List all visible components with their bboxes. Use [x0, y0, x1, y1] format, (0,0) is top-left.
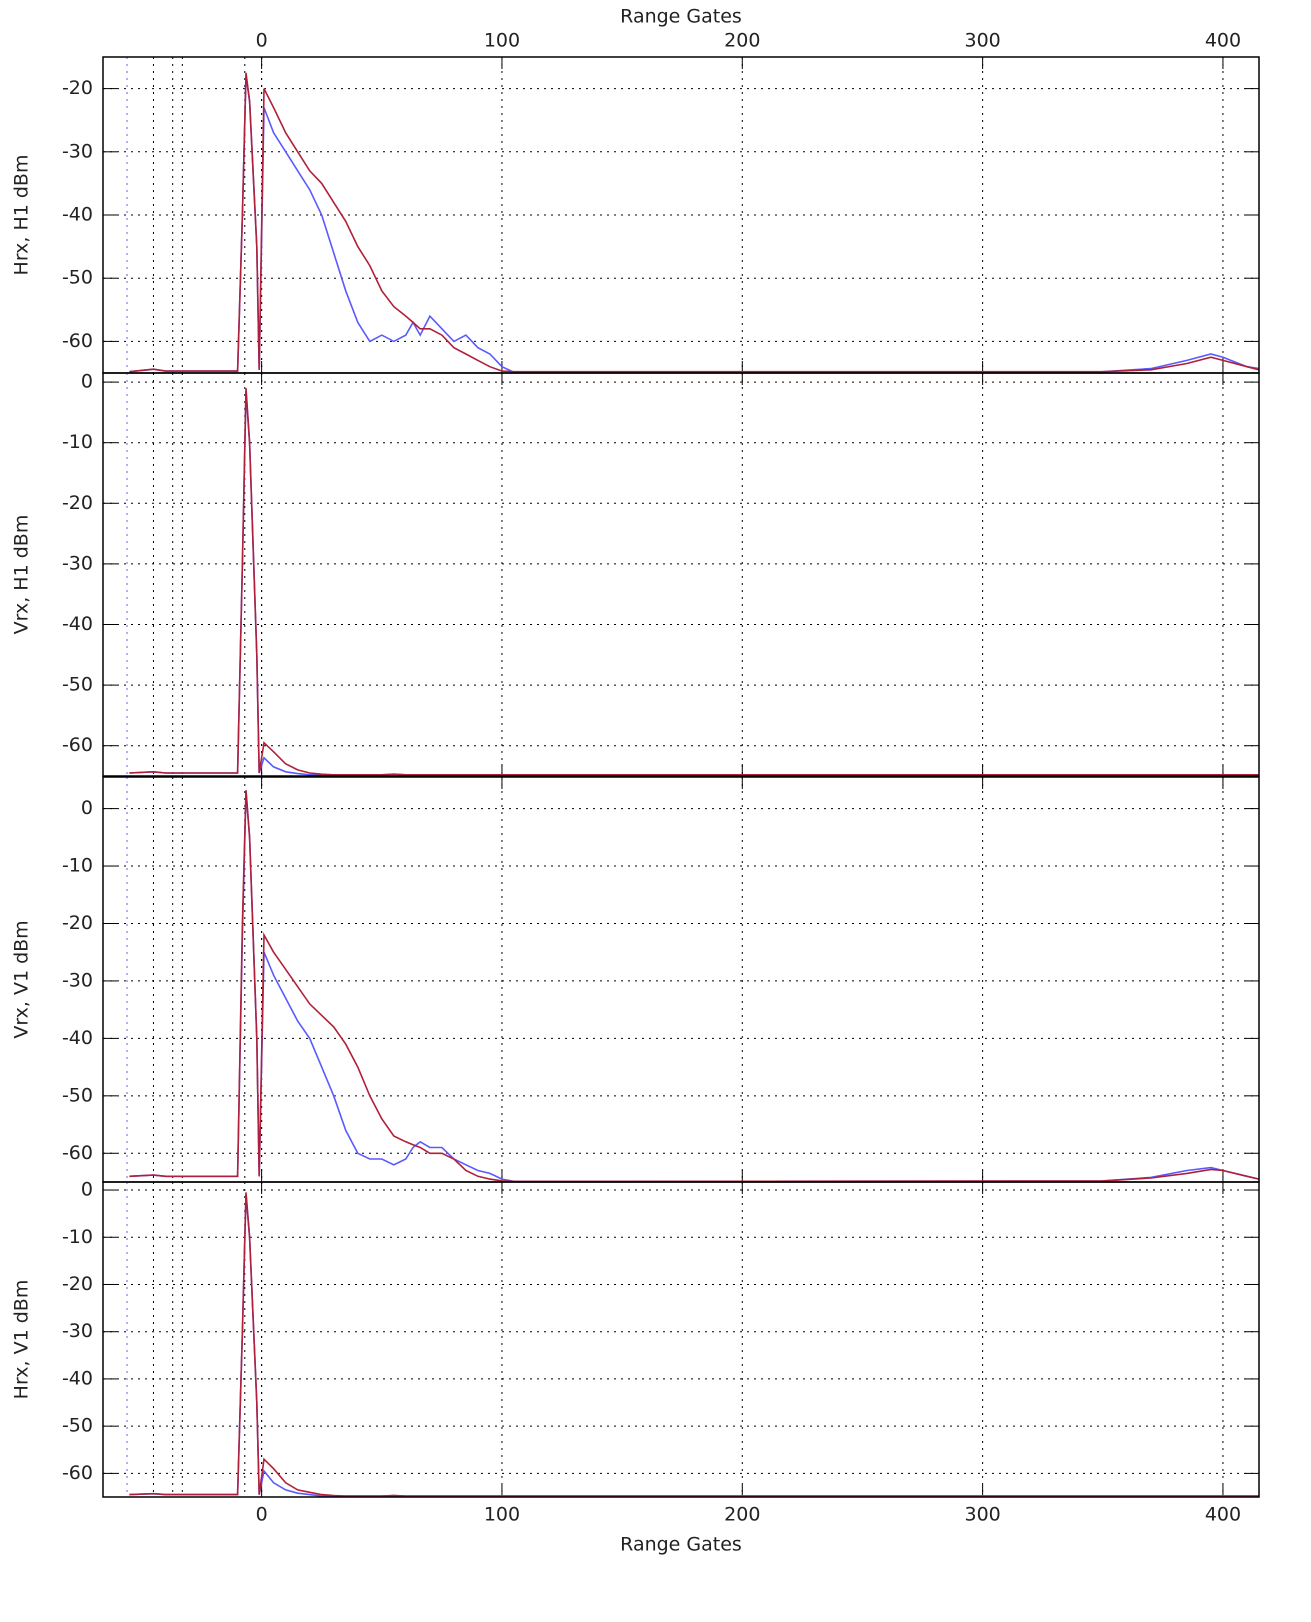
x-axis-title: Range Gates	[620, 6, 742, 28]
y-axis-title: Hrx, V1 dBm	[11, 1280, 33, 1400]
x-tick-label: 300	[964, 1504, 1000, 1526]
series-line	[129, 72, 1260, 373]
x-tick-label: 300	[964, 30, 1000, 52]
y-tick-label: 0	[81, 371, 93, 393]
y-tick-label: -30	[62, 552, 93, 574]
x-tick-label: 200	[724, 30, 760, 52]
y-tick-label: -30	[62, 140, 93, 162]
y-tick-label: -60	[62, 734, 93, 756]
y-tick-label: -40	[62, 1367, 93, 1389]
series-line	[129, 391, 1259, 776]
series-line	[129, 791, 1260, 1183]
y-tick-label: -50	[62, 674, 93, 696]
x-tick-label: 100	[484, 30, 520, 52]
x-tick-label: 100	[484, 1504, 520, 1526]
y-tick-label: -30	[62, 1320, 93, 1342]
plot-frame	[102, 56, 1260, 374]
y-axis-title: Vrx, V1 dBm	[11, 920, 33, 1038]
y-tick-label: -50	[62, 1084, 93, 1106]
y-tick-label: -40	[62, 1027, 93, 1049]
y-tick-label: -20	[62, 77, 93, 99]
x-tick-label: 0	[256, 30, 268, 52]
y-tick-label: -50	[62, 1415, 93, 1437]
series-line	[129, 790, 1260, 1183]
x-tick-label: 400	[1205, 30, 1241, 52]
series-line	[129, 75, 1260, 374]
y-tick-label: -60	[62, 330, 93, 352]
x-tick-label: 0	[256, 1504, 268, 1526]
y-tick-label: -50	[62, 267, 93, 289]
y-tick-label: -10	[62, 855, 93, 877]
series-line	[129, 1194, 1259, 1497]
y-tick-label: -20	[62, 1273, 93, 1295]
y-tick-label: -10	[62, 431, 93, 453]
y-tick-label: 0	[81, 797, 93, 819]
y-tick-label: -10	[62, 1226, 93, 1248]
y-tick-label: -60	[62, 1142, 93, 1164]
plot-frame	[102, 1181, 1260, 1498]
y-tick-label: -30	[62, 969, 93, 991]
series-line	[129, 388, 1259, 776]
x-tick-label: 200	[724, 1504, 760, 1526]
y-tick-label: -60	[62, 1462, 93, 1484]
y-axis-title: Vrx, H1 dBm	[11, 515, 33, 635]
x-tick-label: 400	[1205, 1504, 1241, 1526]
series-line	[129, 1192, 1259, 1497]
y-tick-label: -40	[62, 613, 93, 635]
y-tick-label: 0	[81, 1179, 93, 1201]
y-axis-title: Hrx, H1 dBm	[11, 155, 33, 276]
plot-frame	[102, 372, 1260, 777]
y-tick-label: -20	[62, 912, 93, 934]
x-axis-title: Range Gates	[620, 1534, 742, 1556]
y-tick-label: -40	[62, 204, 93, 226]
y-tick-label: -20	[62, 492, 93, 514]
